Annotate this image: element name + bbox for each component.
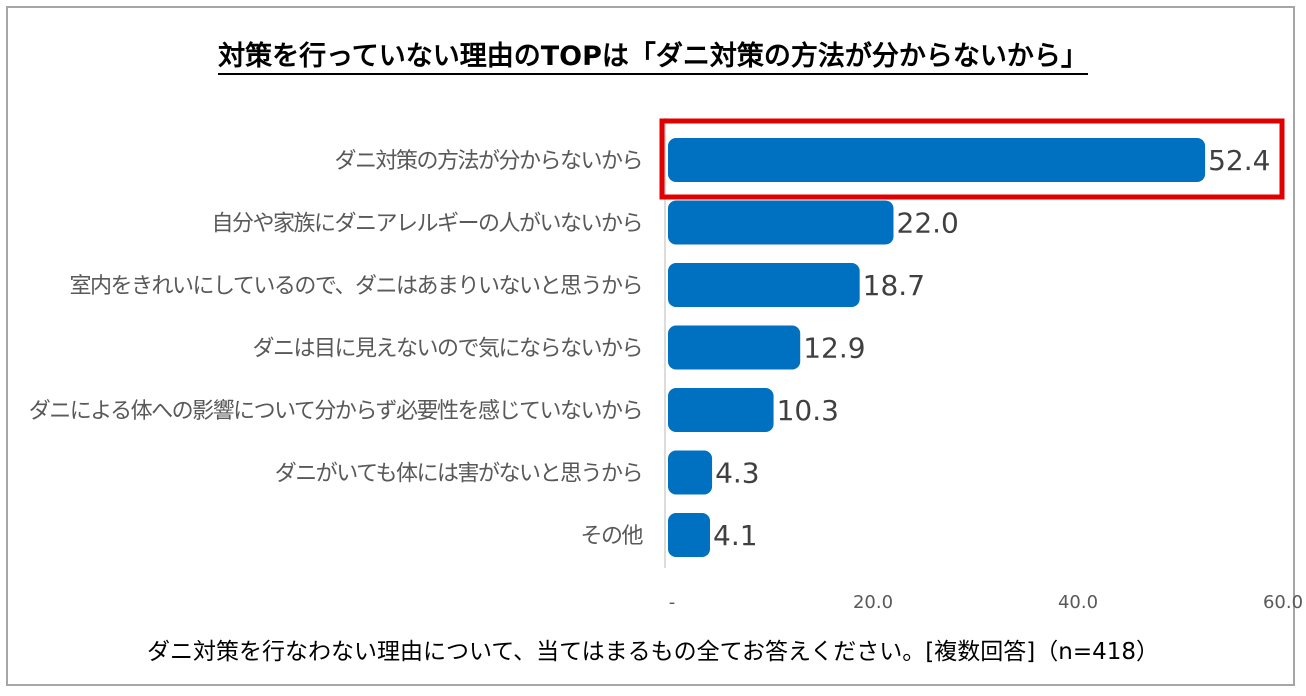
category-label: ダニ対策の方法が分からないから <box>334 149 642 174</box>
bar-5 <box>668 388 774 432</box>
value-label: 4.1 <box>713 519 758 552</box>
category-label: 室内をきれいにしているので、ダニはあまりいないと思うから <box>70 274 642 299</box>
chart-frame <box>6 6 1295 686</box>
value-label: 4.3 <box>715 457 760 490</box>
value-label: 12.9 <box>803 332 865 365</box>
x-tick-label: 40.0 <box>1058 592 1098 613</box>
x-tick-label: 20.0 <box>853 592 893 613</box>
bar-6 <box>668 450 713 495</box>
value-label: 10.3 <box>777 394 839 427</box>
category-label: ダニがいても体には害がないと思うから <box>275 462 642 487</box>
category-label: その他 <box>580 524 643 549</box>
bar-1 <box>668 138 1206 182</box>
category-label: ダニによる体への影響について分からず必要性を感じていないから <box>29 399 642 424</box>
value-label: 22.0 <box>897 207 959 240</box>
chart-title: 対策を行っていない理由のTOPは「ダニ対策の方法が分からないから」 <box>0 34 1306 75</box>
value-label: 18.7 <box>863 269 925 302</box>
x-tick-label: 60.0 <box>1263 592 1303 613</box>
bar-3 <box>668 263 860 307</box>
category-label: 自分や家族にダニアレルギーの人がいないから <box>211 212 642 237</box>
category-label: ダニは目に見えないので気にならないから <box>252 337 642 362</box>
chart-caption: ダニ対策を行なわない理由について、当てはまるもの全てお答えください。[複数回答]… <box>146 639 1159 665</box>
bar-2 <box>668 200 894 245</box>
value-label: 52.4 <box>1208 144 1270 177</box>
bar-4 <box>668 325 801 370</box>
x-tick-label: - <box>669 592 676 613</box>
bar-7 <box>668 513 711 557</box>
highlight-box <box>659 118 1285 200</box>
